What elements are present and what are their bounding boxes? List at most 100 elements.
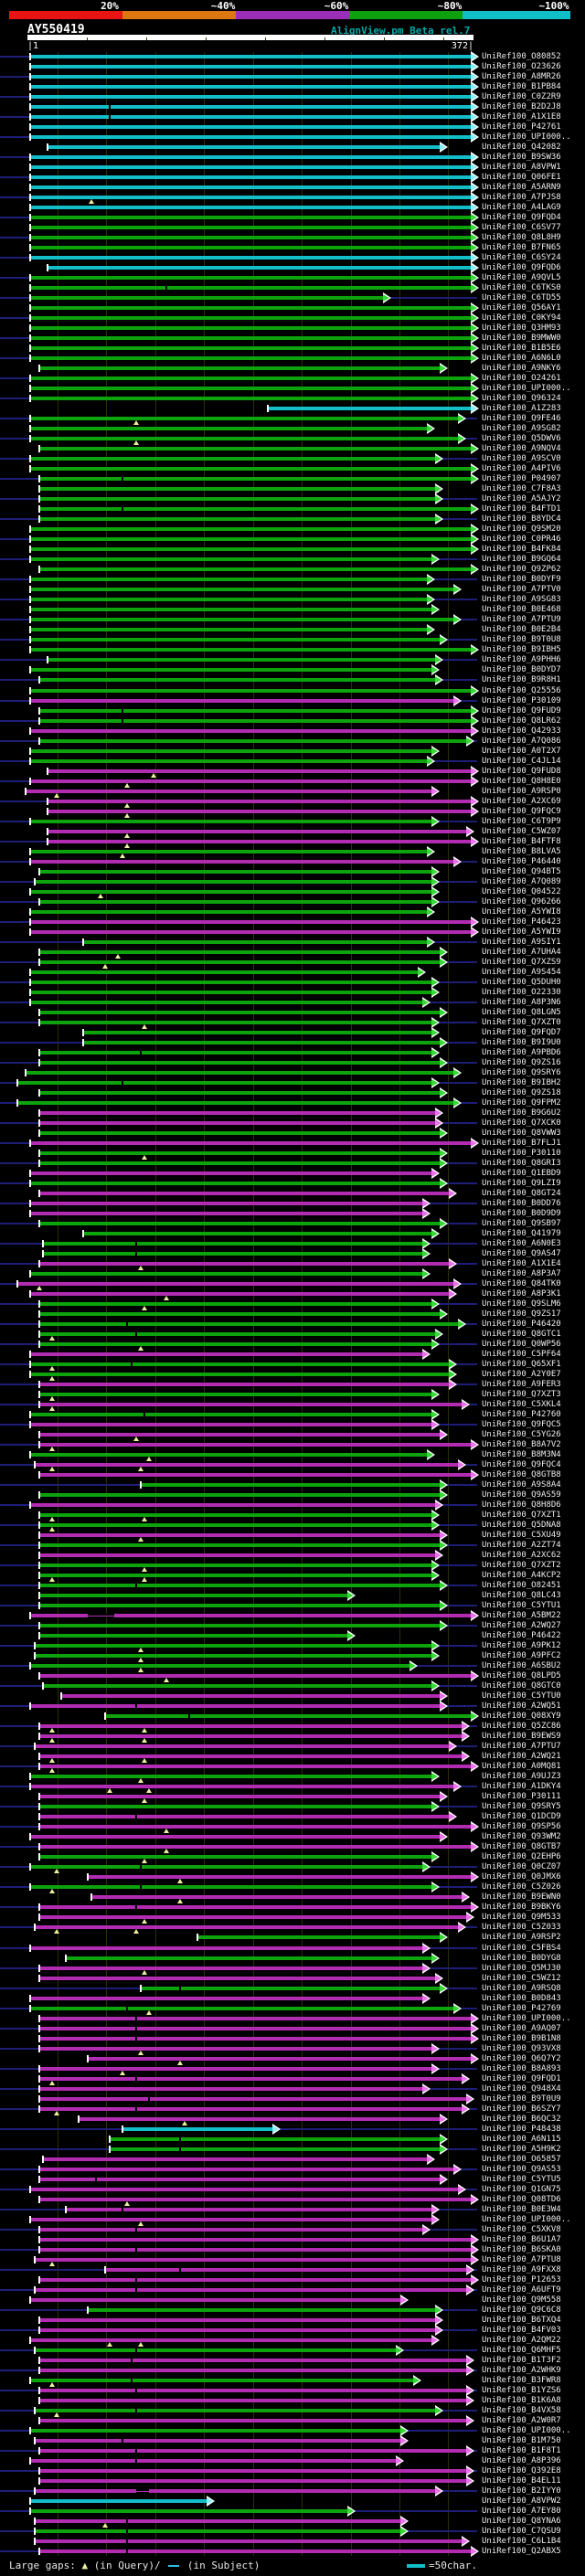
hit-label[interactable]: UniRef100_P42761 <box>482 122 561 133</box>
hit-label[interactable]: UniRef100_C6SV77 <box>482 223 561 233</box>
hit-label[interactable]: UniRef100_C4JL14 <box>482 756 561 766</box>
hit-label[interactable]: UniRef100_O22330 <box>482 987 561 997</box>
hit-label[interactable]: UniRef100_A2WQ21 <box>482 1752 561 1762</box>
hit-label[interactable]: UniRef100_A2ZT74 <box>482 1541 561 1551</box>
hit-label[interactable]: UniRef100_C5XKL4 <box>482 1400 561 1410</box>
hit-label[interactable]: UniRef100_C5XU49 <box>482 1531 561 1541</box>
hit-label[interactable]: UniRef100_A9QVL5 <box>482 273 561 283</box>
hit-label[interactable]: UniRef100_A1X1E8 <box>482 112 561 122</box>
hit-label[interactable]: UniRef100_Q9ZS17 <box>482 1309 561 1319</box>
hit-label[interactable]: UniRef100_A8VPW1 <box>482 163 561 173</box>
hit-label[interactable]: UniRef100_A2XC62 <box>482 1551 561 1561</box>
hit-label[interactable]: UniRef100_B9G6U2 <box>482 1108 561 1118</box>
hit-label[interactable]: UniRef100_Q06FE1 <box>482 173 561 183</box>
hit-label[interactable]: UniRef100_A2Y0E7 <box>482 1370 561 1380</box>
hit-label[interactable]: UniRef100_B9T0U9 <box>482 2094 561 2104</box>
hit-label[interactable]: UniRef100_B6QC32 <box>482 2114 561 2124</box>
hit-label[interactable]: UniRef100_A7PJS8 <box>482 193 561 203</box>
hit-label[interactable]: UniRef100_P46440 <box>482 856 561 866</box>
hit-label[interactable]: UniRef100_B7FN65 <box>482 243 561 253</box>
hit-label[interactable]: UniRef100_Q8GTC1 <box>482 1330 561 1340</box>
hit-label[interactable]: UniRef100_P48438 <box>482 2124 561 2134</box>
hit-label[interactable]: UniRef100_Q9FPM2 <box>482 1097 561 1108</box>
hit-label[interactable]: UniRef100_Q8VWW3 <box>482 1128 561 1138</box>
hit-label[interactable]: UniRef100_B1B5E6 <box>482 344 561 354</box>
hit-label[interactable]: UniRef100_B0E468 <box>482 605 561 615</box>
hit-label[interactable]: UniRef100_A7Q089 <box>482 876 561 886</box>
hit-label[interactable]: UniRef100_Q3HM93 <box>482 323 561 334</box>
hit-label[interactable]: UniRef100_C5Z026 <box>482 1882 561 1892</box>
hit-label[interactable]: UniRef100_Q9ZS18 <box>482 1087 561 1097</box>
hit-label[interactable]: UniRef100_C5Z033 <box>482 1923 561 1933</box>
hit-label[interactable]: UniRef100_C5YTU5 <box>482 2174 561 2184</box>
hit-label[interactable]: UniRef100_Q5ZC86 <box>482 1722 561 1732</box>
hit-label[interactable]: UniRef100_C7F8A3 <box>482 484 561 494</box>
hit-label[interactable]: UniRef100_B9R8H1 <box>482 675 561 685</box>
hit-label[interactable]: UniRef100_Q2EHP6 <box>482 1852 561 1862</box>
hit-label[interactable]: UniRef100_Q1GN75 <box>482 2184 561 2194</box>
hit-label[interactable]: UniRef100_A1X1E4 <box>482 1258 561 1268</box>
hit-label[interactable]: UniRef100_A9PK12 <box>482 1641 561 1651</box>
hit-label[interactable]: UniRef100_Q9AS47 <box>482 1248 561 1258</box>
hit-label[interactable]: UniRef100_A9UJZ3 <box>482 1772 561 1782</box>
hit-label[interactable]: UniRef100_Q8GTC0 <box>482 1681 561 1691</box>
hit-label[interactable]: UniRef100_A7PTU7 <box>482 1742 561 1752</box>
hit-label[interactable]: UniRef100_Q9M533 <box>482 1913 561 1923</box>
hit-label[interactable]: UniRef100_P30110 <box>482 1148 561 1158</box>
hit-label[interactable]: UniRef100_B1T3F2 <box>482 2355 561 2365</box>
hit-label[interactable]: UniRef100_Q9FQC9 <box>482 806 561 816</box>
hit-label[interactable]: UniRef100_Q0JMX6 <box>482 1872 561 1882</box>
hit-label[interactable]: UniRef100_Q2ABX5 <box>482 2546 561 2556</box>
hit-label[interactable]: UniRef100_A5AJY2 <box>482 494 561 504</box>
hit-label[interactable]: UniRef100_P42760 <box>482 1410 561 1420</box>
hit-label[interactable]: UniRef100_A4LAG9 <box>482 203 561 213</box>
hit-label[interactable]: UniRef100_Q8LC43 <box>482 1591 561 1601</box>
hit-label[interactable]: UniRef100_A8P3K1 <box>482 1288 561 1299</box>
hit-label[interactable]: UniRef100_Q6Q7Y2 <box>482 2053 561 2063</box>
hit-label[interactable]: UniRef100_A9RSQ8 <box>482 1983 561 1993</box>
hit-label[interactable]: UniRef100_UPI000.. <box>482 2214 571 2224</box>
hit-label[interactable]: UniRef100_Q56AY1 <box>482 303 561 313</box>
hit-label[interactable]: UniRef100_Q8GTB8 <box>482 1470 561 1480</box>
hit-label[interactable]: UniRef100_Q93WM2 <box>482 1832 561 1842</box>
hit-label[interactable]: UniRef100_B3FWR8 <box>482 2375 561 2385</box>
hit-label[interactable]: UniRef100_Q9ZS16 <box>482 1057 561 1067</box>
hit-label[interactable]: UniRef100_UPI000.. <box>482 133 571 143</box>
hit-label[interactable]: UniRef100_B9IBH5 <box>482 645 561 655</box>
hit-label[interactable]: UniRef100_Q04522 <box>482 886 561 896</box>
hit-label[interactable]: UniRef100_A0T2X7 <box>482 746 561 756</box>
hit-label[interactable]: UniRef100_B8A7V2 <box>482 1440 561 1450</box>
hit-label[interactable]: UniRef100_A2QM22 <box>482 2335 561 2345</box>
hit-label[interactable]: UniRef100_A0MQ81 <box>482 1762 561 1772</box>
hit-label[interactable]: UniRef100_A2WQ51 <box>482 1701 561 1712</box>
hit-label[interactable]: UniRef100_Q93VX8 <box>482 2043 561 2053</box>
hit-label[interactable]: UniRef100_B1M750 <box>482 2435 561 2445</box>
hit-label[interactable]: UniRef100_A9SCV0 <box>482 454 561 464</box>
hit-label[interactable]: UniRef100_A8P396 <box>482 2455 561 2465</box>
hit-label[interactable]: UniRef100_P04907 <box>482 474 561 484</box>
hit-label[interactable]: UniRef100_B4EL11 <box>482 2475 561 2486</box>
hit-label[interactable]: UniRef100_B6TXQ4 <box>482 2315 561 2325</box>
hit-label[interactable]: UniRef100_A7PTU8 <box>482 2254 561 2264</box>
hit-label[interactable]: UniRef100_B4VX58 <box>482 2405 561 2415</box>
hit-label[interactable]: UniRef100_C5FBS4 <box>482 1943 561 1953</box>
hit-label[interactable]: UniRef100_A7EY80 <box>482 2506 561 2516</box>
hit-label[interactable]: UniRef100_Q9SRY5 <box>482 1802 561 1812</box>
hit-label[interactable]: UniRef100_A9AQ07 <box>482 2023 561 2033</box>
hit-label[interactable]: UniRef100_Q9FQD4 <box>482 213 561 223</box>
hit-label[interactable]: UniRef100_Q0CZ07 <box>482 1862 561 1872</box>
hit-label[interactable]: UniRef100_UPI000.. <box>482 2425 571 2435</box>
hit-label[interactable]: UniRef100_C6L1B4 <box>482 2536 561 2546</box>
hit-label[interactable]: UniRef100_Q7XZT2 <box>482 1561 561 1571</box>
hit-label[interactable]: UniRef100_A8P3A7 <box>482 1268 561 1278</box>
hit-label[interactable]: UniRef100_Q9SM20 <box>482 525 561 535</box>
hit-label[interactable]: UniRef100_A9S454 <box>482 967 561 977</box>
hit-label[interactable]: UniRef100_A9RSP2 <box>482 1933 561 1943</box>
hit-label[interactable]: UniRef100_B2IYY0 <box>482 2486 561 2496</box>
hit-label[interactable]: UniRef100_Q948X4 <box>482 2083 561 2094</box>
hit-label[interactable]: UniRef100_C6TKS0 <box>482 283 561 293</box>
hit-label[interactable]: UniRef100_Q7XZT0 <box>482 1017 561 1027</box>
hit-label[interactable]: UniRef100_B4FV03 <box>482 2325 561 2335</box>
hit-label[interactable]: UniRef100_A8P3N6 <box>482 997 561 1007</box>
hit-label[interactable]: UniRef100_A9PHH6 <box>482 655 561 665</box>
